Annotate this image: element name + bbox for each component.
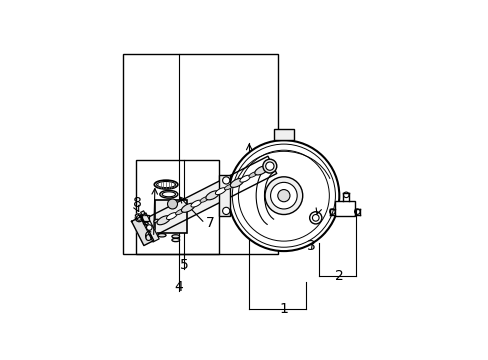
- Bar: [123, 54, 278, 254]
- Ellipse shape: [190, 200, 201, 207]
- Polygon shape: [140, 213, 159, 242]
- Circle shape: [222, 207, 229, 215]
- Text: 7: 7: [205, 216, 214, 230]
- Ellipse shape: [175, 209, 184, 215]
- Ellipse shape: [154, 180, 178, 189]
- Text: 5: 5: [180, 258, 188, 272]
- Text: 1: 1: [279, 302, 288, 316]
- Ellipse shape: [157, 216, 170, 225]
- Polygon shape: [135, 213, 140, 219]
- Ellipse shape: [205, 191, 219, 200]
- Ellipse shape: [200, 197, 208, 202]
- Circle shape: [228, 140, 339, 251]
- Ellipse shape: [264, 163, 274, 170]
- Circle shape: [277, 190, 289, 202]
- Ellipse shape: [230, 178, 243, 188]
- Text: 2: 2: [334, 269, 343, 283]
- Ellipse shape: [181, 203, 194, 212]
- Ellipse shape: [248, 172, 257, 177]
- Polygon shape: [139, 156, 276, 239]
- Bar: [218, 175, 229, 216]
- Polygon shape: [131, 216, 153, 246]
- Bar: [142, 215, 148, 221]
- Text: 8: 8: [132, 195, 141, 210]
- Ellipse shape: [254, 166, 267, 175]
- Circle shape: [264, 177, 302, 215]
- Text: 3: 3: [306, 239, 315, 253]
- Ellipse shape: [154, 219, 158, 222]
- Ellipse shape: [172, 235, 179, 238]
- Ellipse shape: [263, 159, 276, 173]
- Ellipse shape: [224, 184, 233, 190]
- Bar: [155, 200, 186, 233]
- Bar: [274, 129, 293, 140]
- Bar: [334, 201, 354, 216]
- Polygon shape: [141, 211, 145, 216]
- Circle shape: [167, 199, 177, 209]
- Ellipse shape: [135, 214, 143, 222]
- Ellipse shape: [166, 213, 177, 220]
- Ellipse shape: [162, 192, 175, 197]
- Circle shape: [270, 183, 297, 209]
- Ellipse shape: [172, 238, 179, 242]
- Circle shape: [146, 225, 152, 230]
- Ellipse shape: [156, 181, 175, 188]
- Ellipse shape: [160, 190, 178, 198]
- Bar: [135, 159, 218, 254]
- Text: 4: 4: [174, 280, 183, 294]
- Ellipse shape: [215, 188, 225, 195]
- Text: 6: 6: [143, 230, 152, 244]
- Ellipse shape: [265, 162, 273, 170]
- Circle shape: [222, 177, 229, 184]
- Ellipse shape: [158, 234, 166, 237]
- Ellipse shape: [239, 175, 250, 182]
